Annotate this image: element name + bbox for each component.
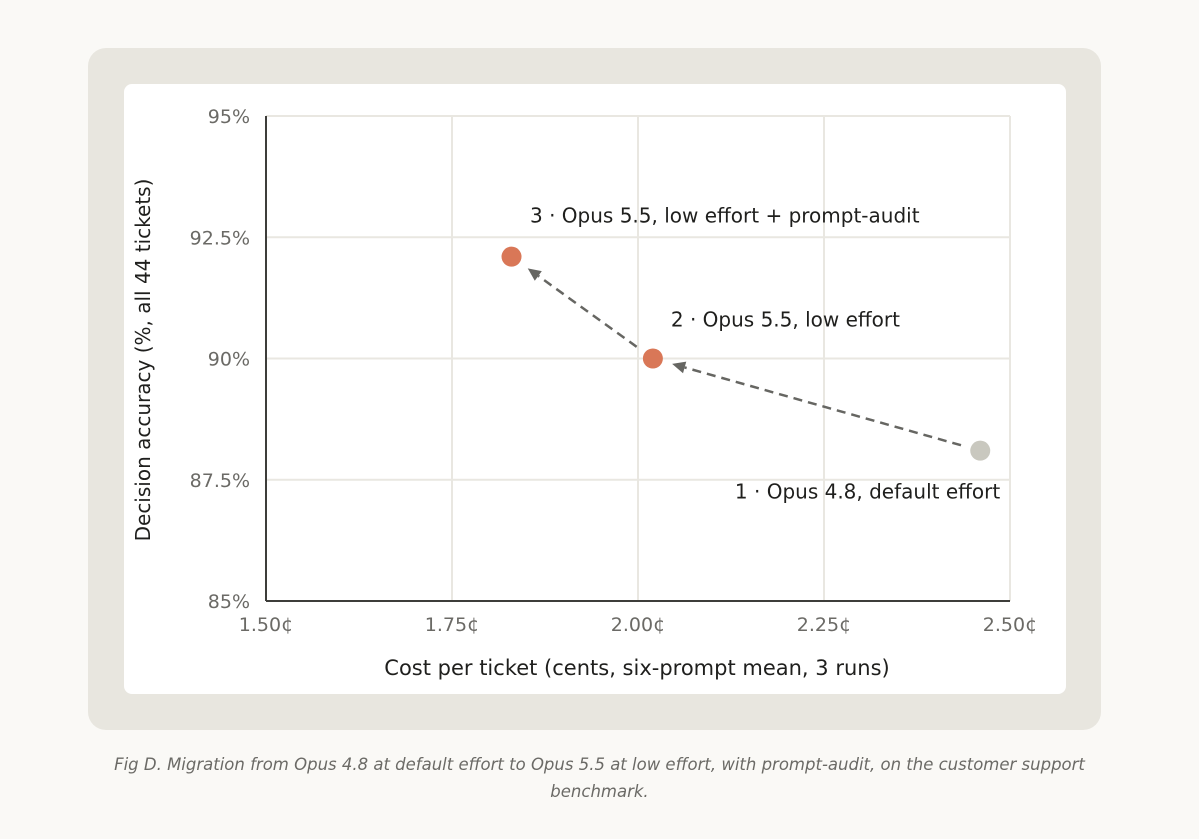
figure-caption: Fig D. Migration from Opus 4.8 at defaul… [114,755,1085,801]
y-tick-label: 92.5% [190,227,250,249]
point-label-2: 2 · Opus 5.5, low effort [671,308,900,332]
data-points [501,246,991,461]
y-tick-label: 90% [208,349,250,371]
x-tick-label: 2.50¢ [983,614,1037,636]
data-point-3 [501,246,522,267]
grid [266,115,1011,601]
tick-labels: 85% 87.5% 90% 92.5% 95% 1.50¢ 1.75¢ 2.00¢ 2.25¢ 2… [190,106,1038,636]
point-label-3: 3 · Opus 5.5, low effort + prompt-audit [530,204,920,228]
x-tick-label: 1.50¢ [239,614,293,636]
x-axis-label: Cost per ticket (cents, six-prompt mean,… [384,656,889,680]
y-axis-label: Decision accuracy (%, all 44 tickets) [131,179,155,542]
x-tick-label: 2.25¢ [797,614,851,636]
data-point-1 [970,440,991,461]
y-tick-label: 87.5% [190,470,250,492]
arrow-head-1 [672,361,687,374]
arrows [527,268,962,447]
arrow-line-1 [684,366,962,447]
point-labels: 1 · Opus 4.8, default effort 2 · Opus 5.5… [530,204,1000,504]
data-point-2 [642,348,663,369]
y-tick-label: 85% [208,591,250,613]
chart-card [124,84,1066,694]
y-tick-label: 95% [208,106,250,128]
arrow-head-2 [527,268,542,281]
point-label-1: 1 · Opus 4.8, default effort [735,480,1000,504]
x-tick-label: 1.75¢ [425,614,479,636]
arrow-line-2 [537,274,638,348]
x-tick-label: 2.00¢ [611,614,665,636]
axes [265,116,1010,602]
